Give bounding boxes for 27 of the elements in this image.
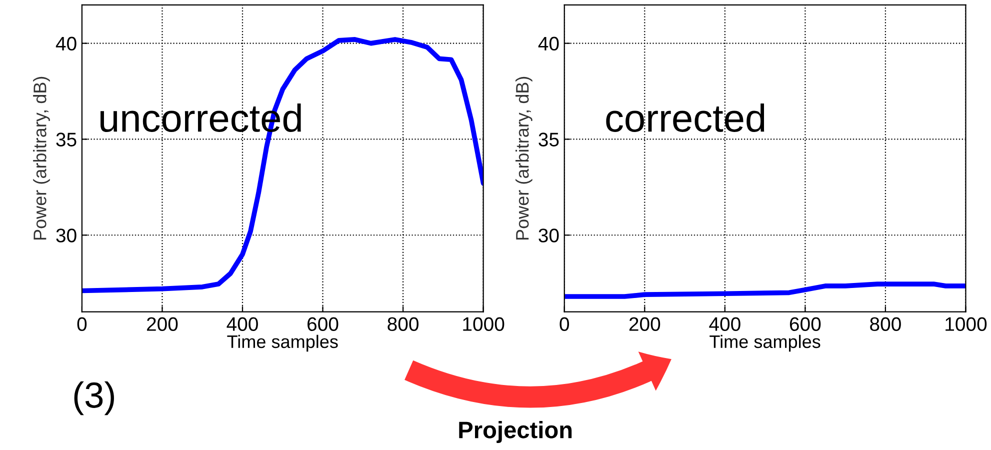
x-tick-label: 1000 bbox=[463, 317, 504, 331]
line-series bbox=[564, 282, 966, 299]
y-tick-label: 35 bbox=[538, 132, 559, 146]
x-axis-title: Time samples bbox=[227, 334, 338, 352]
x-tick-label: 0 bbox=[560, 317, 570, 331]
text: (3) bbox=[74, 381, 114, 416]
y-tick-label: 30 bbox=[56, 228, 76, 242]
x-tick-label: 200 bbox=[629, 317, 660, 331]
x-axis-title: Time samples bbox=[710, 334, 820, 352]
annotation: corrected bbox=[606, 103, 764, 132]
text: Projection bbox=[459, 420, 572, 444]
x-tick-label: 1000 bbox=[946, 317, 987, 331]
x-tick-label: 0 bbox=[77, 317, 87, 331]
x-tick-label: 200 bbox=[146, 317, 178, 331]
x-tick-label: 800 bbox=[870, 317, 901, 331]
x-tick-label: 600 bbox=[308, 317, 338, 331]
y-tick-label: 40 bbox=[538, 36, 559, 51]
x-tick-label: 400 bbox=[226, 317, 258, 331]
y-tick-label: 30 bbox=[538, 228, 559, 242]
x-tick-label: 600 bbox=[790, 317, 821, 331]
y-axis-title: Power (arbitrary, dB) bbox=[33, 76, 50, 240]
y-tick-label: 40 bbox=[56, 36, 76, 51]
x-tick-label: 400 bbox=[709, 317, 740, 331]
x-tick-label: 800 bbox=[388, 317, 418, 331]
y-axis-title: Power (arbitrary, dB) bbox=[516, 76, 532, 240]
line-series bbox=[82, 37, 484, 294]
y-tick-label: 35 bbox=[56, 132, 76, 146]
